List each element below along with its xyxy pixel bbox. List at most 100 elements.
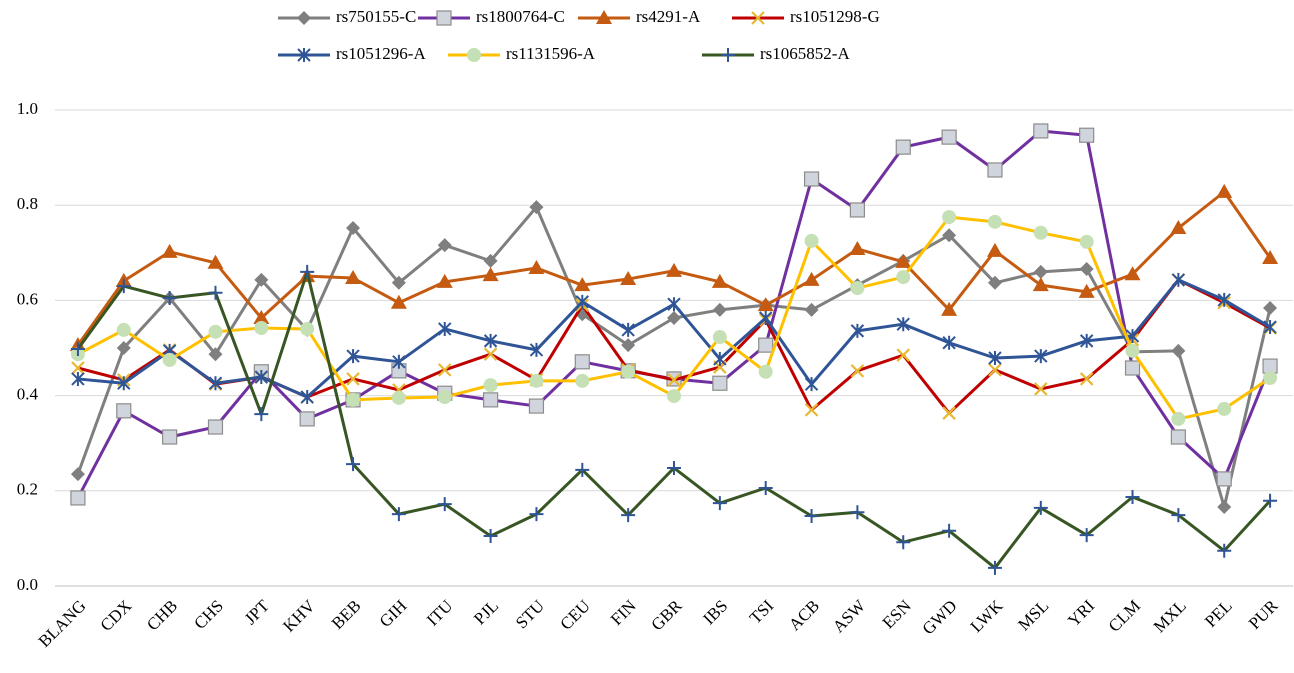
point-marker (850, 505, 865, 520)
y-tick-label: 0.0 (17, 575, 38, 594)
point-marker (1263, 320, 1277, 335)
point-marker (346, 221, 361, 236)
point-marker (483, 378, 498, 393)
point-marker (207, 254, 224, 269)
point-marker (575, 373, 590, 388)
series (71, 272, 1277, 405)
point-marker (575, 294, 590, 309)
legend-label: rs1065852-A (760, 44, 850, 63)
point-marker (575, 462, 590, 477)
legend-label: rs1131596-A (506, 44, 596, 63)
x-tick-label: ACB (785, 596, 823, 634)
point-marker (346, 392, 361, 407)
legend-item: rs4291-A (578, 7, 701, 26)
legend-marker (596, 10, 612, 24)
point-marker (482, 392, 499, 408)
x-tick-label: PUR (1245, 596, 1282, 633)
point-marker (1033, 500, 1048, 515)
point-marker (988, 363, 1002, 377)
point-marker (803, 171, 820, 187)
point-marker (300, 390, 314, 405)
x-tick-label: GIH (376, 596, 411, 631)
point-marker (71, 361, 85, 375)
point-marker (1171, 343, 1186, 358)
point-marker (162, 429, 178, 445)
point-marker (390, 294, 407, 309)
point-marker (528, 398, 545, 414)
point-marker (1217, 292, 1231, 307)
x-tick-label: BEB (328, 596, 365, 633)
point-marker (621, 508, 636, 523)
y-tick-label: 0.4 (17, 385, 39, 404)
point-marker (666, 262, 682, 277)
point-marker (849, 202, 866, 218)
point-marker (986, 242, 1003, 257)
point-marker (299, 411, 315, 427)
point-marker (1079, 234, 1094, 249)
point-marker (1217, 543, 1232, 558)
point-marker (529, 200, 544, 215)
point-marker (1171, 508, 1186, 523)
point-marker (758, 337, 774, 353)
point-marker (757, 297, 774, 312)
point-marker (987, 560, 1002, 575)
point-marker (895, 139, 911, 155)
point-marker (1034, 382, 1048, 396)
legend-label: rs1051296-A (336, 44, 426, 63)
x-tick-label: CLM (1105, 596, 1144, 635)
point-marker (528, 260, 545, 275)
point-marker (116, 322, 131, 337)
x-tick-label: ESN (879, 596, 915, 632)
legend-marker (436, 10, 452, 26)
point-marker (483, 347, 498, 361)
point-marker (1078, 283, 1095, 298)
point-marker (438, 321, 452, 336)
point-marker (1125, 343, 1140, 358)
point-marker (70, 341, 85, 356)
point-marker (71, 371, 85, 386)
point-marker (1217, 499, 1232, 514)
legend-item: rs750155-C (278, 7, 416, 26)
point-marker (392, 354, 406, 369)
point-marker (1079, 528, 1094, 543)
legend-item: rs1131596-A (448, 44, 596, 63)
point-marker (804, 509, 819, 524)
legend-item: rs1051296-A (278, 44, 426, 63)
point-marker (712, 330, 727, 345)
point-marker (942, 523, 957, 538)
point-marker (804, 302, 819, 317)
legend-marker (751, 11, 765, 25)
point-marker (1216, 471, 1232, 487)
point-marker (667, 297, 681, 312)
x-tick-label: PJL (470, 596, 502, 628)
point-marker (1033, 225, 1048, 240)
x-tick-label: ASW (829, 595, 870, 636)
point-marker (712, 496, 727, 511)
point-marker (574, 354, 590, 370)
point-marker (1263, 370, 1278, 385)
point-marker (116, 279, 131, 294)
point-marker (483, 529, 498, 544)
point-marker (1079, 127, 1095, 143)
point-marker (345, 270, 362, 285)
point-marker (1079, 261, 1094, 276)
point-marker (117, 376, 131, 391)
point-marker (529, 373, 544, 388)
point-marker (804, 377, 819, 392)
point-marker (667, 460, 681, 475)
point-marker (437, 238, 452, 253)
y-tick-label: 0.6 (17, 289, 38, 308)
legend-label: rs1051298-G (790, 7, 880, 26)
point-marker (896, 348, 911, 362)
point-marker (620, 270, 637, 285)
point-marker (254, 272, 269, 287)
legend-item: rs1051298-G (732, 7, 880, 26)
point-marker (254, 370, 269, 385)
point-marker (346, 372, 360, 386)
point-marker (346, 349, 360, 364)
x-tick-label: IBS (699, 596, 731, 628)
x-tick-label: STU (512, 596, 548, 632)
point-marker (987, 162, 1003, 178)
point-marker (941, 301, 958, 316)
